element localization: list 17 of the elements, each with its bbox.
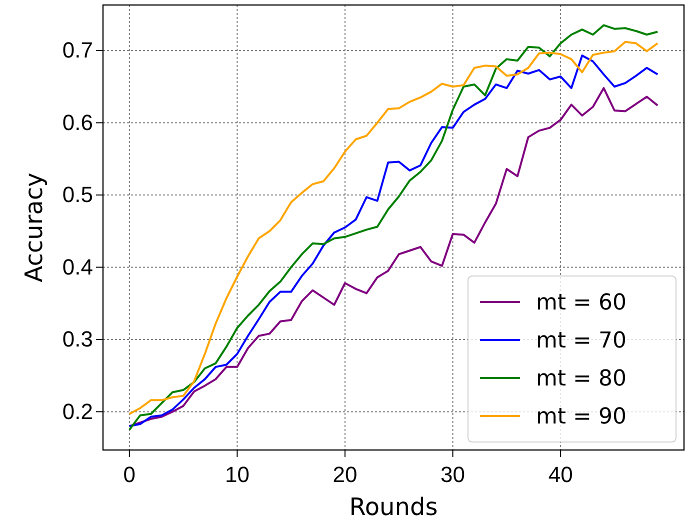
legend-label: mt = 80	[536, 366, 626, 392]
x-tick-label: 40	[548, 462, 573, 487]
x-tick-label: 0	[123, 462, 136, 487]
x-tick-label: 30	[440, 462, 466, 487]
y-tick-label: 0.7	[62, 38, 93, 63]
x-tick-label: 10	[224, 462, 250, 487]
x-axis-title: Rounds	[349, 493, 438, 521]
x-tick-label: 20	[332, 462, 358, 487]
legend-label: mt = 60	[536, 290, 626, 316]
y-tick-label: 0.4	[62, 254, 93, 280]
legend-label: mt = 70	[536, 328, 626, 354]
y-tick-label: 0.5	[62, 182, 93, 208]
y-tick-label: 0.6	[62, 110, 93, 135]
y-axis-title: Accuracy	[20, 172, 48, 282]
y-tick-label: 0.2	[62, 398, 93, 424]
y-tick-label: 0.3	[62, 326, 93, 352]
legend-label: mt = 90	[536, 404, 626, 430]
